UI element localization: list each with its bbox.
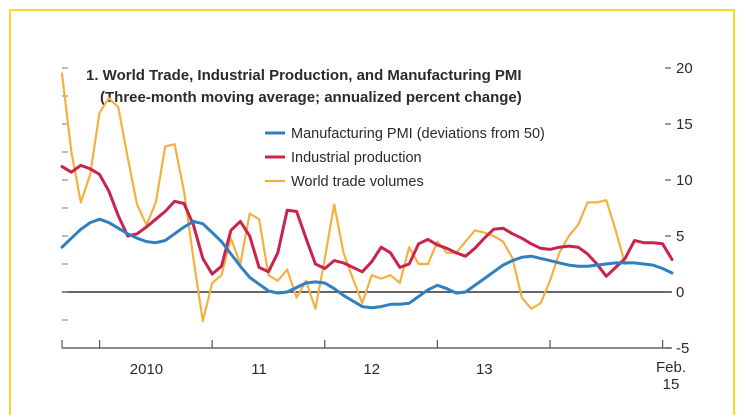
y-tick-label: -5 — [676, 340, 689, 357]
legend-label: Manufacturing PMI (deviations from 50) — [291, 126, 545, 142]
y-tick-label: 0 — [676, 284, 684, 301]
x-tick-label: 11 — [251, 361, 267, 378]
x-tick-label: 13 — [476, 361, 493, 378]
legend-label: Industrial production — [291, 150, 422, 166]
x-tick-label: 2010 — [130, 361, 163, 378]
plot-area: -5 0 5 10 15 20 2010 11 12 13 Feb. 15 — [60, 60, 693, 393]
y-tick-label: 20 — [676, 60, 693, 77]
chart-subtitle: (Three-month moving average; annualized … — [100, 89, 522, 106]
x-tick-label: Feb. 15 — [656, 359, 686, 393]
y-tick-label: 15 — [676, 116, 693, 133]
chart-frame — [9, 9, 735, 415]
y-tick-label: 10 — [676, 172, 693, 189]
legend: Manufacturing PMI (deviations from 50) In… — [265, 126, 545, 190]
y-tick-label: 5 — [676, 228, 684, 245]
chart-title: 1. World Trade, Industrial Production, a… — [86, 67, 522, 84]
series-line-industrial-production — [60, 163, 674, 278]
series-line-world-trade-volumes — [60, 72, 627, 323]
legend-label: World trade volumes — [291, 174, 424, 190]
series-line-manufacturing-pmi-deviations-from-50 — [60, 217, 674, 310]
x-tick-label: 12 — [363, 361, 380, 378]
